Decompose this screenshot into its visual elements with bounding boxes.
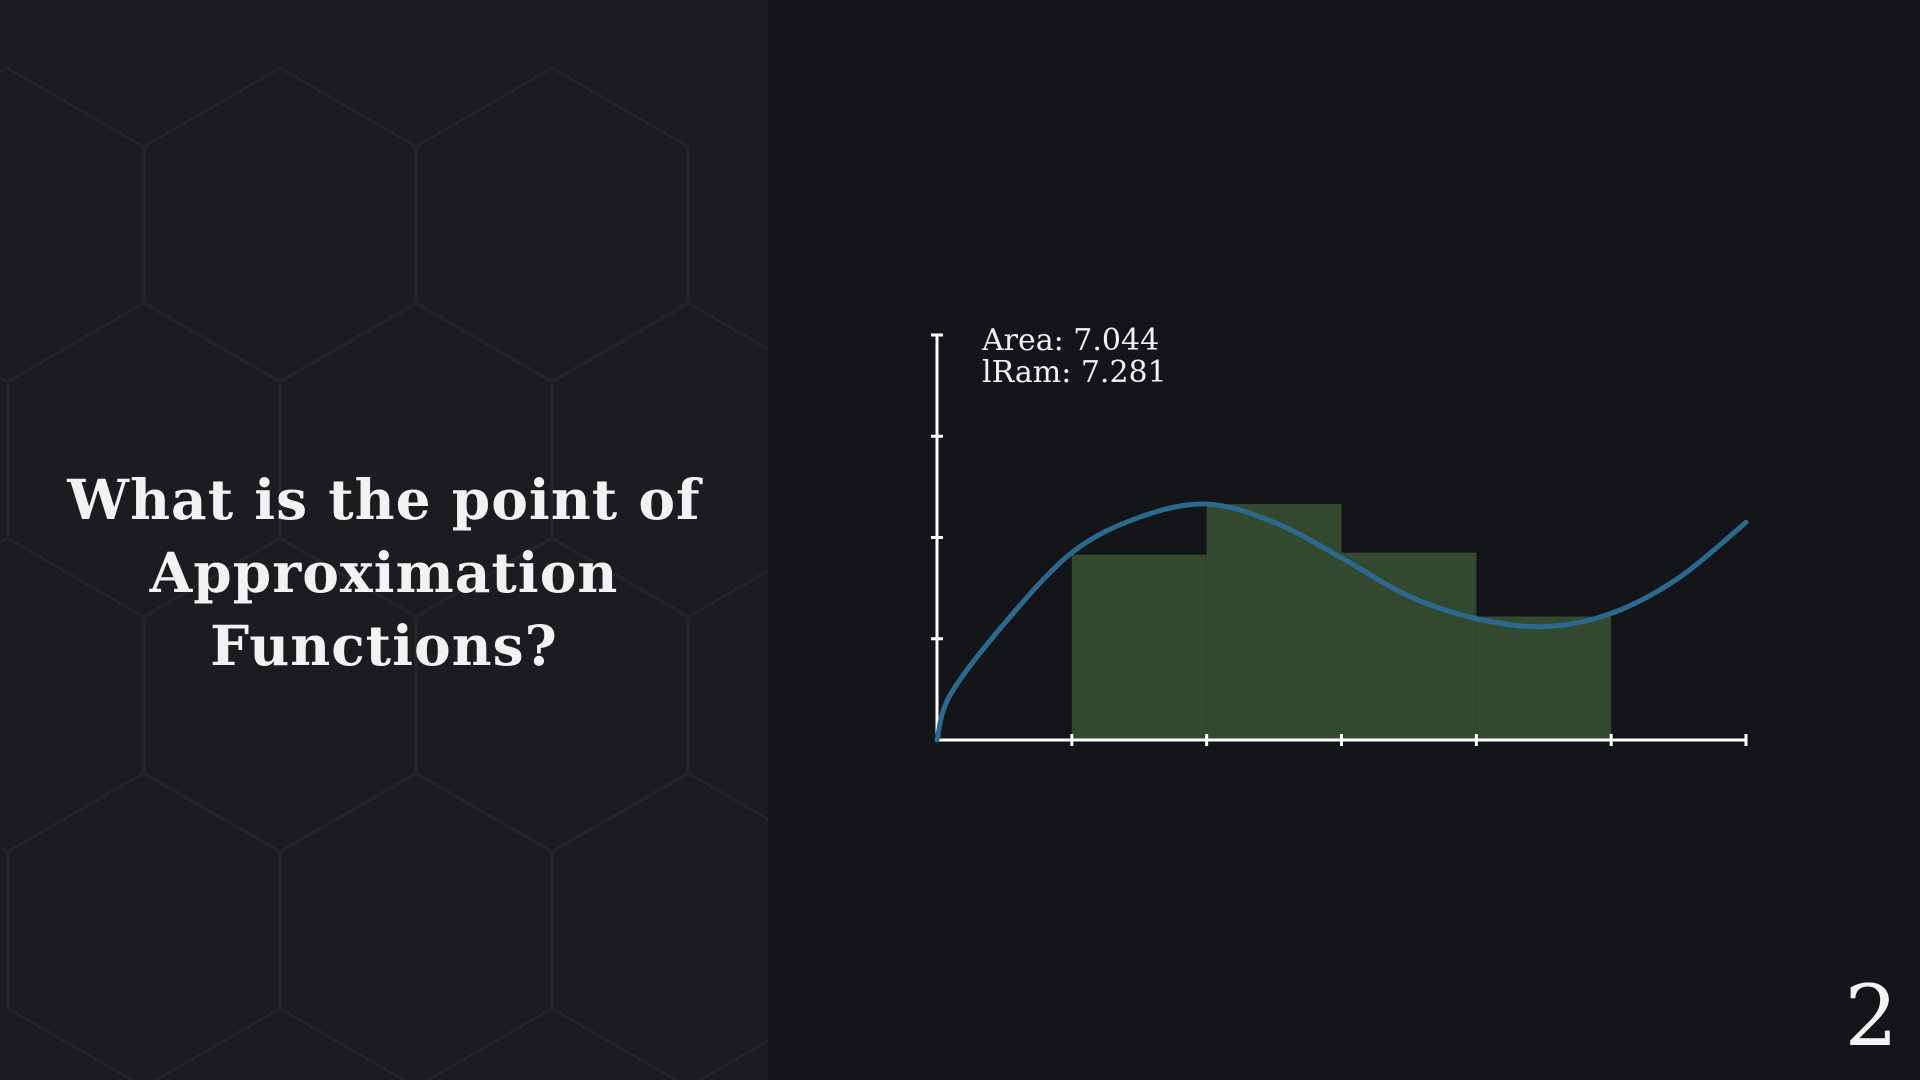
hexagon-pattern-background xyxy=(0,66,768,1080)
slide-title-line-2: Approximation Functions? xyxy=(149,540,619,678)
riemann-rectangle-3 xyxy=(1341,552,1477,740)
area-annotation: Area: 7.044 xyxy=(981,323,1159,358)
slide-title: What is the point of Approximation Funct… xyxy=(0,463,768,682)
left-panel: What is the point of Approximation Funct… xyxy=(0,0,768,1080)
page-number: 2 xyxy=(1844,967,1898,1065)
riemann-rectangles xyxy=(1071,504,1612,740)
axes xyxy=(931,333,1748,746)
function-curve-path xyxy=(934,501,1749,743)
riemann-rectangle-1 xyxy=(1071,554,1207,740)
slide-title-line-1: What is the point of xyxy=(67,467,701,532)
riemann-rectangle-2 xyxy=(1206,504,1342,740)
hexagon-shape xyxy=(550,771,768,1080)
lram-annotation: lRam: 7.281 xyxy=(982,355,1167,390)
function-curve xyxy=(934,501,1749,743)
riemann-rectangle-4 xyxy=(1476,616,1612,740)
